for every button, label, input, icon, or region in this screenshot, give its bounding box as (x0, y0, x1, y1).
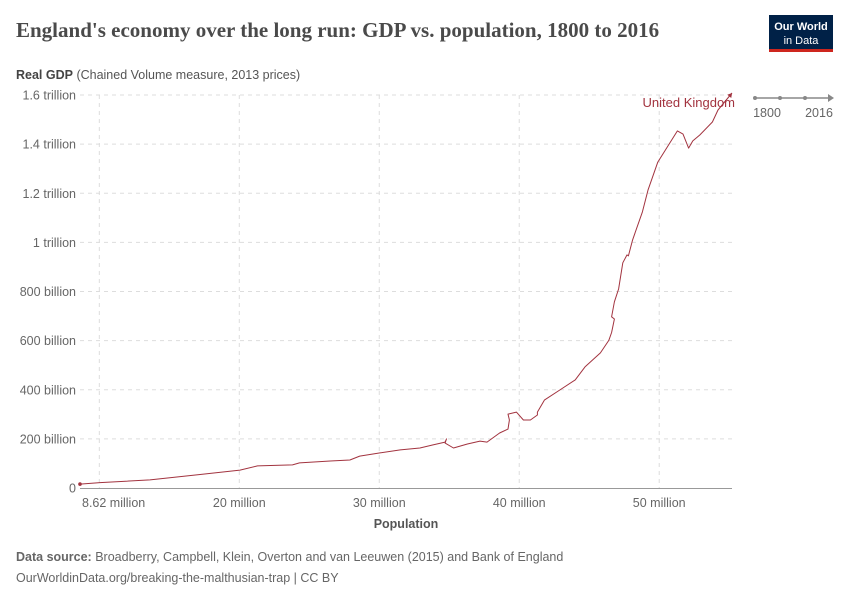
y-axis-label-rest: (Chained Volume measure, 2013 prices) (73, 68, 300, 82)
y-tick-labels: 0 200 billion 400 billion 600 billion 800 bi… (20, 89, 76, 496)
y-tick-label: 1.2 trillion (23, 187, 77, 201)
series-start-point (78, 482, 82, 486)
series-group: United Kingdom (78, 92, 736, 486)
y-axis-label: Real GDP (Chained Volume measure, 2013 p… (16, 68, 300, 82)
y-tick-label: 600 billion (20, 334, 76, 348)
timeline-start-label: 1800 (753, 106, 781, 120)
chart-title: England's economy over the long run: GDP… (16, 18, 659, 42)
x-tick-label: 8.62 million (82, 496, 145, 510)
timeline-slider[interactable]: 1800 2016 (753, 94, 834, 120)
y-tick-label: 1 trillion (33, 236, 76, 250)
data-source: Data source: Broadberry, Campbell, Klein… (16, 550, 563, 564)
y-tick-label: 1.6 trillion (23, 89, 77, 103)
logo-background (769, 15, 833, 49)
y-tick-label: 0 (69, 482, 76, 496)
y-tick-label: 1.4 trillion (23, 138, 77, 152)
logo-line-2: in Data (784, 35, 820, 47)
timeline-start-handle[interactable] (753, 96, 757, 100)
data-source-text: Broadberry, Campbell, Klein, Overton and… (92, 550, 564, 564)
logo-underline (769, 49, 833, 52)
gridlines (80, 94, 732, 488)
source-url-link[interactable]: OurWorldinData.org/breaking-the-malthusi… (16, 571, 339, 585)
timeline-end-handle[interactable] (803, 96, 807, 100)
timeline-tick (778, 96, 782, 100)
y-tick-label: 400 billion (20, 383, 76, 397)
logo-line-1: Our World (774, 21, 828, 33)
x-tick-label: 50 million (633, 496, 686, 510)
series-line-united-kingdom[interactable] (79, 92, 733, 485)
timeline-play-arrow-icon[interactable] (828, 94, 834, 102)
timeline-end-label: 2016 (805, 106, 833, 120)
x-tick-label: 30 million (353, 496, 406, 510)
x-tick-label: 20 million (213, 496, 266, 510)
owid-logo[interactable]: Our World in Data (769, 15, 833, 52)
y-tick-label: 200 billion (20, 432, 76, 446)
x-tick-labels: 8.62 million 20 million 30 million 40 milli… (82, 496, 686, 510)
series-end-arrow-icon (727, 93, 732, 98)
x-axis-label: Population (374, 517, 439, 531)
data-source-label: Data source: (16, 550, 92, 564)
y-axis-label-bold: Real GDP (16, 68, 73, 82)
y-tick-label: 800 billion (20, 285, 76, 299)
x-tick-label: 40 million (493, 496, 546, 510)
series-label[interactable]: United Kingdom (643, 95, 736, 110)
